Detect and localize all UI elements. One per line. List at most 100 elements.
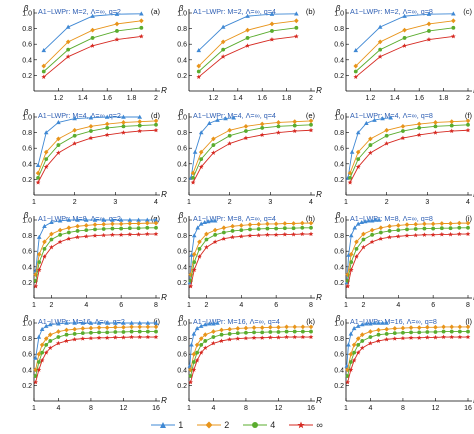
- data-point: [269, 37, 275, 42]
- data-point: [88, 135, 94, 141]
- data-point: [265, 226, 270, 231]
- data-point: [215, 320, 220, 325]
- data-point: [42, 223, 47, 228]
- series-line: [347, 227, 468, 281]
- y-tick-label: 0.8: [177, 336, 187, 343]
- data-point: [88, 115, 94, 120]
- data-point: [353, 63, 359, 69]
- data-point: [300, 329, 305, 334]
- data-point: [35, 180, 41, 185]
- x-tick-label: 1: [187, 199, 191, 206]
- data-point: [197, 239, 202, 245]
- data-point: [153, 231, 159, 237]
- data-point: [36, 234, 42, 239]
- x-tick-label: 3: [113, 199, 117, 206]
- data-point: [75, 223, 80, 229]
- data-point: [400, 123, 406, 129]
- data-point: [192, 260, 197, 265]
- data-point: [119, 226, 124, 231]
- series-line: [190, 336, 311, 383]
- data-point: [259, 325, 265, 331]
- y-tick-label: 0.2: [334, 383, 344, 390]
- data-point: [35, 162, 41, 168]
- data-point: [204, 231, 209, 237]
- data-point: [449, 128, 455, 134]
- panel-label: (a): [151, 7, 161, 16]
- x-tick-label: 4: [239, 302, 243, 309]
- panel-label: (e): [306, 111, 316, 120]
- data-point: [292, 123, 297, 128]
- data-point: [92, 233, 98, 238]
- data-point: [115, 29, 119, 33]
- data-point: [49, 244, 54, 250]
- series-line: [190, 227, 311, 281]
- y-tick-label: 0.8: [334, 233, 344, 240]
- data-point: [309, 225, 313, 230]
- data-point: [259, 335, 265, 340]
- data-point: [56, 321, 61, 326]
- x-tick-label: 4: [56, 405, 60, 412]
- y-tick-label: 1.0: [22, 321, 32, 328]
- y-tick-label: 0.6: [22, 352, 32, 359]
- data-point: [448, 221, 453, 226]
- data-point: [433, 324, 438, 330]
- data-point: [191, 175, 195, 180]
- data-point: [294, 11, 299, 16]
- data-point: [466, 225, 470, 230]
- y-tick-label: 0.8: [334, 336, 344, 343]
- data-point: [199, 342, 204, 347]
- data-point: [361, 244, 366, 250]
- y-axis-label: β: [23, 211, 29, 220]
- data-point: [456, 231, 462, 237]
- data-point: [90, 36, 95, 40]
- series-1: [33, 320, 159, 360]
- data-point: [136, 221, 141, 226]
- y-tick-label: 0.2: [334, 177, 344, 184]
- data-point: [284, 324, 289, 330]
- data-point: [36, 351, 42, 357]
- data-point: [191, 233, 197, 238]
- y-tick-label: 0.8: [177, 233, 187, 240]
- data-point: [417, 126, 422, 130]
- data-point: [43, 350, 49, 355]
- y-tick-label: 0.2: [334, 280, 344, 287]
- data-point: [384, 141, 390, 146]
- data-point: [41, 48, 47, 53]
- data-point: [417, 330, 422, 335]
- data-point: [72, 141, 78, 146]
- data-point: [83, 233, 89, 239]
- chart-panel: 0.2 0.4 0.6 0.8 1.0 1 4 8 12 16 β R A1−LWPr: M=16, Λ…: [177, 314, 322, 412]
- data-point: [376, 217, 382, 222]
- data-point: [137, 119, 143, 125]
- chart-title: A1−LWPr: M=4, Λ=∞, q=4: [193, 111, 276, 120]
- y-tick-label: 0.6: [22, 146, 32, 153]
- x-tick-label: 1.8: [439, 95, 449, 102]
- data-point: [265, 221, 270, 227]
- x-tick-label: 8: [244, 405, 248, 412]
- data-point: [245, 43, 250, 48]
- data-point: [291, 221, 296, 226]
- data-point: [409, 330, 413, 335]
- data-point: [430, 232, 436, 237]
- data-point: [97, 330, 101, 335]
- data-point: [238, 233, 244, 239]
- series-line: [347, 233, 468, 287]
- data-point: [368, 136, 373, 142]
- data-point: [43, 130, 49, 135]
- data-point: [89, 330, 93, 335]
- data-point: [90, 27, 95, 33]
- data-point: [104, 121, 110, 127]
- y-tick-label: 0.4: [22, 367, 32, 374]
- data-point: [104, 114, 110, 119]
- data-point: [137, 123, 142, 128]
- x-tick-label: 8: [309, 302, 313, 309]
- series-3: [345, 225, 470, 283]
- data-point: [66, 230, 71, 235]
- chart-title: A1−LWPr: M=4, Λ=∞, q=8: [350, 111, 433, 120]
- series-3: [41, 25, 144, 74]
- data-point: [72, 332, 77, 336]
- data-point: [203, 339, 208, 343]
- data-point: [349, 149, 355, 154]
- data-point: [189, 252, 194, 257]
